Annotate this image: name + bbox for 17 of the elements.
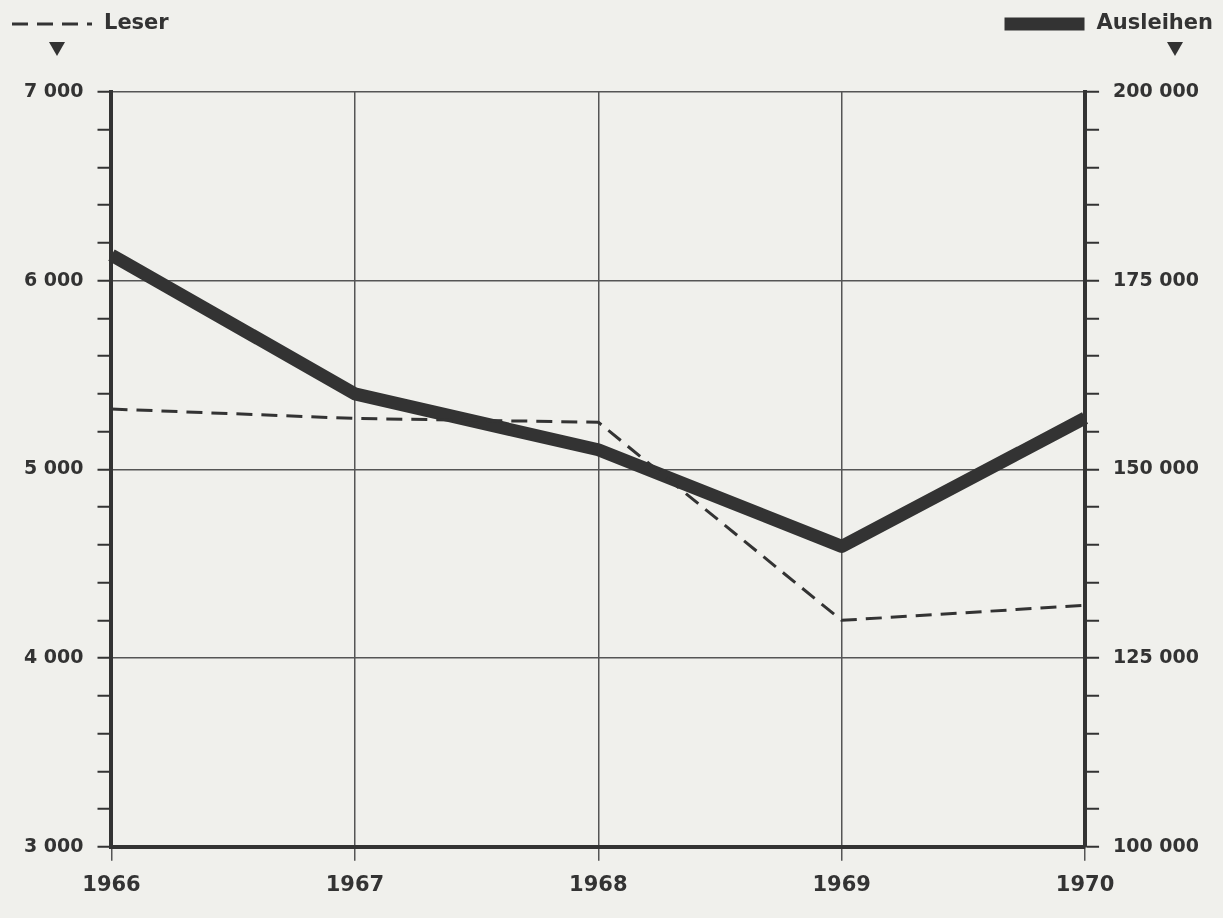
x-tick-label: 1969 xyxy=(812,871,871,896)
y2-tick-label: 200 000 xyxy=(1113,78,1199,101)
y-tick-label: 7 000 xyxy=(24,78,84,101)
y2-tick-label: 175 000 xyxy=(1113,267,1199,290)
legend-label: Ausleihen xyxy=(1096,10,1213,35)
y-tick-label: 3 000 xyxy=(24,833,84,856)
y-tick-label: 6 000 xyxy=(24,267,84,290)
x-tick-label: 1966 xyxy=(82,871,141,896)
x-tick-label: 1970 xyxy=(1055,871,1115,896)
x-tick-label: 1968 xyxy=(569,871,628,896)
y2-tick-label: 100 000 xyxy=(1113,833,1199,856)
y-tick-label: 4 000 xyxy=(24,645,84,668)
legend-label: Leser xyxy=(104,10,170,35)
y-tick-label: 5 000 xyxy=(24,456,84,479)
y2-tick-label: 125 000 xyxy=(1113,645,1199,668)
y2-tick-label: 150 000 xyxy=(1113,456,1199,479)
x-tick-label: 1967 xyxy=(325,871,385,896)
